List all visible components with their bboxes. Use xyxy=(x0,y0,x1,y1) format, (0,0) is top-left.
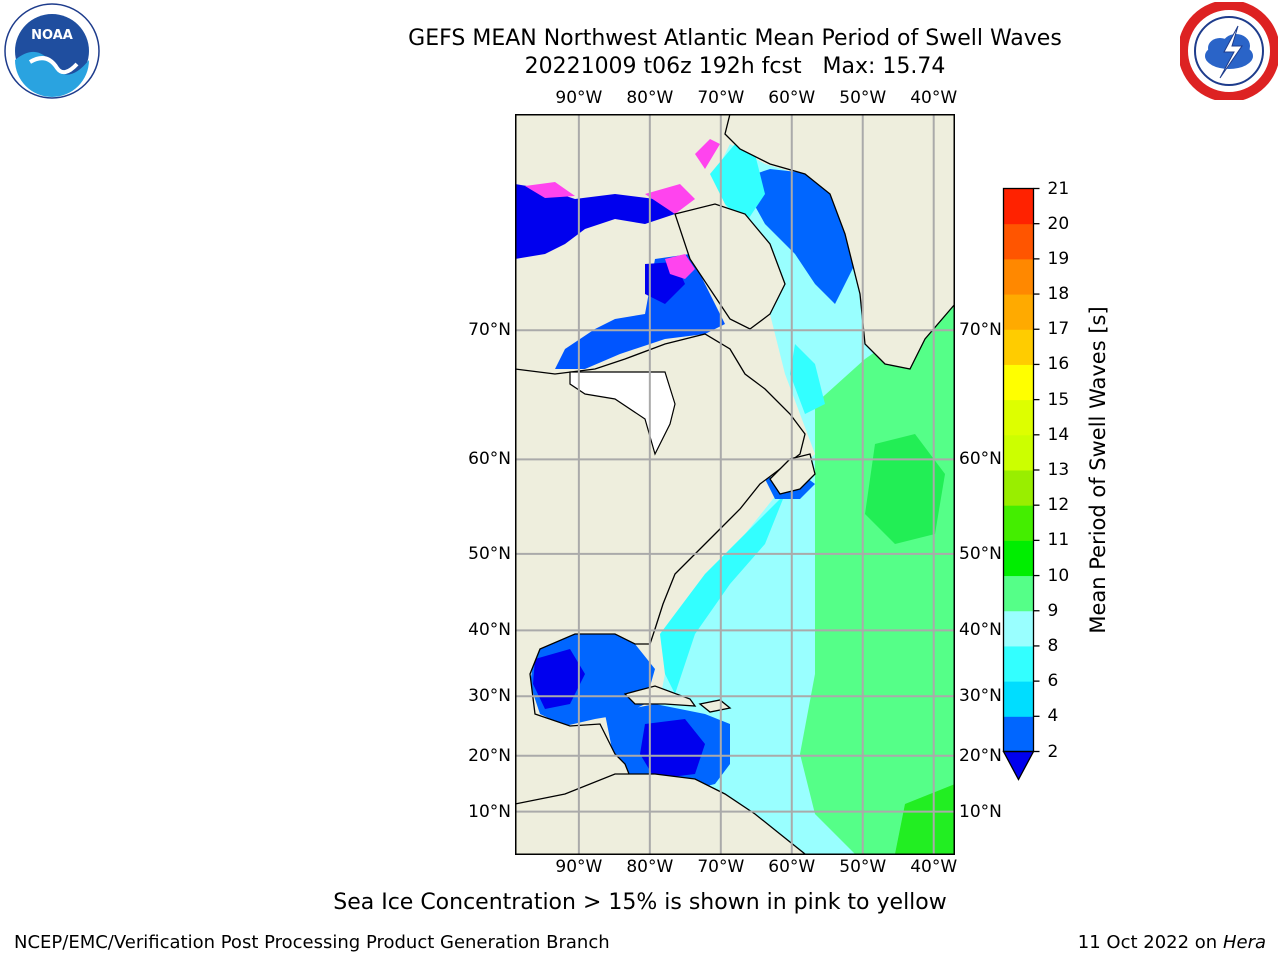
lon-label-bottom: 60°W xyxy=(768,857,816,877)
lon-label-bottom: 80°W xyxy=(626,857,674,877)
colorbar-band xyxy=(1003,610,1034,647)
colorbar-band xyxy=(1003,470,1034,506)
colorbar-label: Mean Period of Swell Waves [s] xyxy=(1086,306,1110,634)
colorbar-band xyxy=(1003,294,1034,330)
colorbar-extend-arrow xyxy=(1002,750,1035,781)
lat-label-left: 20°N xyxy=(468,745,511,766)
lon-label-top: 90°W xyxy=(555,88,603,108)
colorbar-tick-label: 10 xyxy=(1047,565,1070,586)
colorbar-band xyxy=(1003,505,1034,541)
lat-label-right: 10°N xyxy=(959,801,1002,822)
lat-label-left: 30°N xyxy=(468,686,511,707)
colorbar-tick-label: 9 xyxy=(1047,600,1059,621)
lon-label-top: 70°W xyxy=(697,88,745,108)
footer-host: Hera xyxy=(1222,932,1266,953)
lat-label-right: 70°N xyxy=(959,320,1002,341)
lat-label-left: 40°N xyxy=(468,620,511,641)
colorbar-tick-label: 16 xyxy=(1047,354,1070,375)
colorbar-band xyxy=(1003,434,1034,471)
colorbar-tick-label: 6 xyxy=(1047,671,1059,692)
colorbar-band xyxy=(1003,258,1034,295)
colorbar-tick-label: 13 xyxy=(1047,460,1070,480)
lon-label-top: 40°W xyxy=(910,88,958,108)
colorbar-tick-label: 8 xyxy=(1047,635,1059,656)
colorbar-tick-label: 19 xyxy=(1047,248,1070,269)
colorbar-tick-label: 14 xyxy=(1047,424,1070,445)
coastlines xyxy=(515,114,955,855)
footer-branch: NCEP/EMC/Verification Post Processing Pr… xyxy=(14,932,610,953)
colorbar-band xyxy=(1003,188,1034,225)
colorbar-band xyxy=(1003,364,1034,401)
sea-ice-caption: Sea Ice Concentration > 15% is shown in … xyxy=(333,890,947,915)
colorbar-tick-label: 2 xyxy=(1047,741,1059,762)
colorbar-band xyxy=(1003,645,1034,682)
colorbar-tick-label: 4 xyxy=(1047,706,1059,727)
map-panel xyxy=(515,114,955,855)
map-frame xyxy=(515,114,955,855)
map-gridlines xyxy=(515,114,955,855)
nws-logo xyxy=(1180,2,1278,100)
chart-subtitle: 20221009 t06z 192h fcst Max: 15.74 xyxy=(524,54,946,79)
lat-label-right: 50°N xyxy=(959,543,1002,564)
chart-title: GEFS MEAN Northwest Atlantic Mean Period… xyxy=(408,26,1062,51)
lon-label-bottom: 50°W xyxy=(839,857,887,877)
lon-label-top: 60°W xyxy=(768,88,816,108)
colorbar-band xyxy=(1003,223,1034,260)
colorbar xyxy=(1002,187,1040,781)
colorbar-band xyxy=(1003,716,1034,752)
lat-label-right: 20°N xyxy=(959,745,1002,766)
colorbar-tick-label: 20 xyxy=(1047,213,1070,234)
lat-label-left: 50°N xyxy=(468,543,511,564)
colorbar-tick-label: 12 xyxy=(1047,495,1070,516)
noaa-logo: NOAA xyxy=(4,3,100,99)
lat-label-left: 10°N xyxy=(468,801,511,822)
lat-label-right: 60°N xyxy=(959,449,1002,470)
lon-label-bottom: 70°W xyxy=(697,857,745,877)
lat-label-right: 40°N xyxy=(959,620,1002,641)
lon-label-top: 80°W xyxy=(626,88,674,108)
footer-date-text: 11 Oct 2022 on xyxy=(1077,932,1218,953)
colorbar-tick-label: 18 xyxy=(1047,284,1070,305)
lon-label-bottom: 90°W xyxy=(555,857,603,877)
colorbar-band xyxy=(1003,540,1034,577)
colorbar-band xyxy=(1003,681,1034,717)
footer-date: 11 Oct 2022 on Hera xyxy=(1078,932,1266,953)
noaa-logo-text: NOAA xyxy=(31,28,73,43)
colorbar-tick-label: 11 xyxy=(1047,530,1070,551)
lat-label-left: 60°N xyxy=(468,449,511,470)
lon-label-bottom: 40°W xyxy=(910,857,958,877)
lat-label-left: 70°N xyxy=(468,320,511,341)
lon-label-top: 50°W xyxy=(839,88,887,108)
colorbar-band xyxy=(1003,575,1034,612)
colorbar-tick-label: 21 xyxy=(1047,178,1070,199)
lat-label-right: 30°N xyxy=(959,686,1002,707)
colorbar-tick-label: 15 xyxy=(1047,389,1070,410)
colorbar-tick-label: 17 xyxy=(1047,319,1070,340)
colorbar-band xyxy=(1003,399,1034,436)
colorbar-band xyxy=(1003,329,1034,365)
